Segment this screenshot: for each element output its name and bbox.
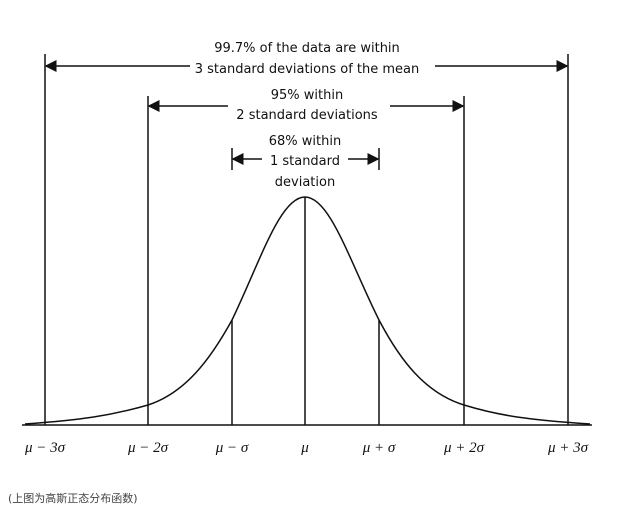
annotation: 68% within [269,134,341,149]
axis-label: μ + 2σ [443,440,485,456]
annotation: 2 standard deviations [236,108,378,123]
axis-label: μ − 3σ [24,440,66,456]
caption: (上图为高斯正态分布函数) [8,491,138,505]
annotation: 99.7% of the data are within [214,41,400,56]
bell-curve [24,196,591,425]
annotation: deviation [275,175,335,190]
axis-label: μ − σ [215,440,249,456]
annotation: 1 standard [270,154,340,169]
axis-label: μ + 3σ [547,440,589,456]
axis-label: μ [300,440,309,456]
axis-label: μ + σ [362,440,396,456]
annotation: 95% within [271,88,343,103]
axis-label: μ − 2σ [127,440,169,456]
annotation: 3 standard deviations of the mean [195,62,420,77]
